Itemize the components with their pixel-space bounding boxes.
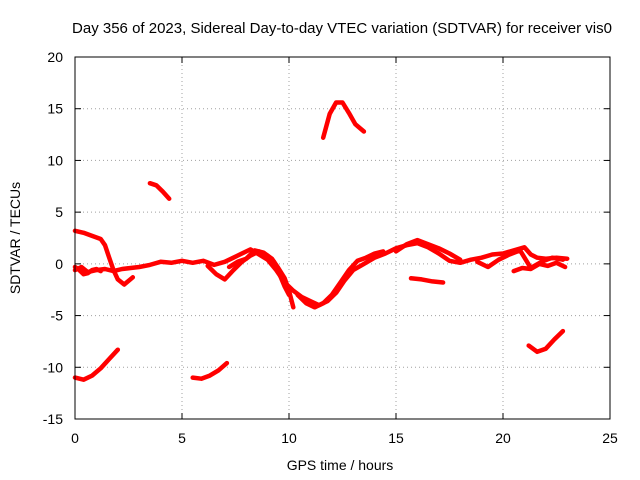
series-arc-13 [475,248,566,271]
series-arc-10 [190,360,230,381]
series-arc-6 [295,249,386,310]
y-tick-label: 15 [47,101,63,117]
series-arc-15 [393,237,463,262]
y-tick-label: -10 [43,359,63,375]
series-arc-7 [320,100,367,140]
y-axis-ticks: -15 -10 -5 0 5 10 15 20 [43,49,610,427]
y-tick-label: 5 [55,204,63,220]
x-tick-label: 5 [178,430,186,446]
plot-frame [74,56,611,420]
series-arc-5 [226,248,296,310]
data-traces [72,100,570,382]
series-arc-14 [511,260,568,274]
x-tick-label: 20 [495,430,511,446]
x-tick-label: 0 [71,430,79,446]
series-arc-9 [72,347,121,382]
y-tick-label: -5 [51,308,64,324]
chart-title: Day 356 of 2023, Sidereal Day-to-day VTE… [72,20,612,37]
series-arc-1 [72,228,136,287]
x-axis-ticks: 0 5 10 15 20 25 [71,57,618,446]
x-axis-label: GPS time / hours [287,457,394,473]
x-tick-label: 10 [281,430,297,446]
x-tick-label: 25 [602,430,618,446]
y-tick-label: 0 [55,256,63,272]
y-tick-label: 10 [47,152,63,168]
x-tick-label: 15 [388,430,404,446]
series-arc-11 [408,276,446,285]
series-arc-8 [147,180,172,201]
series-arc-3 [72,264,103,277]
y-tick-label: 20 [47,49,63,65]
y-tick-label: -15 [43,411,63,427]
series-arc-12 [526,328,566,355]
y-axis-label: SDTVAR / TECUs [7,182,23,294]
series-arc-2 [72,240,570,308]
grid-lines [75,57,610,419]
